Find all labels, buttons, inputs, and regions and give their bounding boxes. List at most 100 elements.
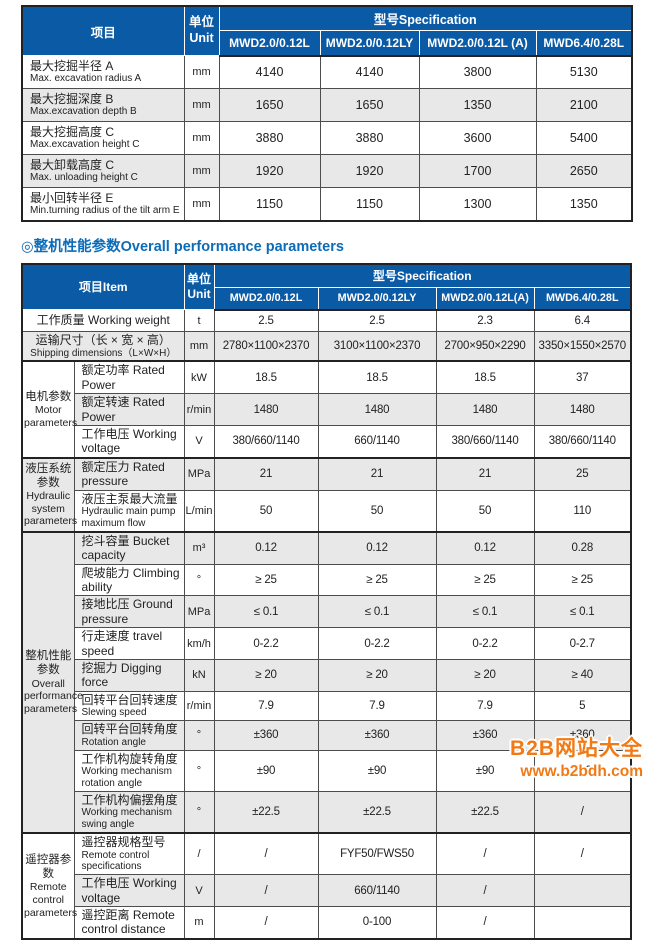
group-label-en: system	[31, 502, 65, 515]
spec-value: 0.28	[533, 530, 632, 565]
item-label-text: 工作电压 Working voltage	[81, 426, 177, 456]
spec-value: 5	[533, 690, 632, 722]
group-label: 液压系统 参数 Hydraulic system parameters	[21, 456, 77, 533]
spec-value: ≥ 25	[213, 563, 319, 597]
item-label-en: Max. excavation radius A	[30, 73, 142, 85]
spec-value: 2.5	[213, 309, 319, 332]
item-label-text: 工作电压 Working voltage	[81, 876, 177, 905]
item-label: 接地比压 Ground pressure	[73, 595, 185, 629]
spec-value: 0-2.7	[533, 627, 632, 660]
spec-value: 50	[317, 489, 437, 533]
table-row: 回转平台回转角度 Rotation angle ° ±360 ±360 ±360 ±360	[22, 720, 632, 751]
spec-value: ≤ 0.1	[317, 595, 437, 629]
group-label-en: Motor	[34, 404, 62, 417]
spec-value: 6.4	[533, 309, 632, 332]
unit-value: MPa	[183, 456, 215, 491]
spec-value: ±90	[317, 749, 437, 792]
table-row: 回转平台回转速度 Slewing speed r/min 7.9 7.9 7.9 5	[22, 690, 632, 722]
t2-header-model-3: MWD2.0/0.12L(A)	[435, 287, 535, 311]
item-label: 最大挖掘深度 B Max.excavation depth B	[21, 88, 185, 122]
spec-value: ≤ 0.1	[533, 595, 632, 629]
item-label-cn: 最大卸载高度 C	[30, 157, 115, 172]
spec-value: /	[533, 831, 632, 876]
item-label: 液压主泵最大流量 Hydraulic main pump maximum flow	[73, 489, 185, 533]
table-row: 接地比压 Ground pressure MPa ≤ 0.1 ≤ 0.1 ≤ 0.1 ≤ …	[22, 595, 632, 629]
item-label: 最大挖掘高度 C Max.excavation height C	[21, 121, 185, 155]
table-row: 整机性能 参数 Overall performance parameters 挖斗容量 B…	[21, 530, 632, 834]
watermark: B2B网站大全 www.b2bdh.com	[510, 736, 643, 782]
spec-value: 5400	[535, 121, 633, 155]
unit-value: km/h	[183, 627, 215, 660]
spec-value: 1480	[533, 393, 632, 426]
spec-value: ≥ 20	[317, 658, 437, 692]
item-label-en: Shipping dimensions（L×W×H）	[30, 347, 177, 359]
t1-header-unit: 单位 Unit	[183, 5, 220, 56]
item-label-cn: 遥控器规格型号	[81, 834, 166, 849]
table-row: 遥控距离 Remote control distance m/0-100/	[22, 905, 632, 940]
unit-value: m³	[183, 530, 215, 565]
group-label-cn: 参数	[36, 664, 60, 677]
item-label-cn: 液压主泵最大流量	[81, 491, 178, 506]
spec-value: 380/660/1140	[533, 424, 632, 459]
item-label: 工作质量 Working weight	[21, 309, 185, 332]
spec-value: 4140	[319, 55, 420, 89]
unit-value: °	[183, 790, 215, 834]
item-label-cn: 回转平台回转角度	[81, 722, 178, 737]
spec-value: 1150	[218, 187, 321, 221]
unit-value: kW	[183, 360, 215, 395]
item-label-cn: 工作机构旋转角度	[81, 751, 178, 766]
spec-value: FYF50/FWS50	[317, 831, 437, 876]
item-label: 工作机构偏摆角度 Working mechanism swing angle	[73, 790, 185, 834]
spec-value: 18.5	[435, 360, 535, 395]
table-row: 遥控器参数 Remote control parameters 遥控器规格型号 Remot…	[21, 831, 632, 940]
item-label-en: Max.excavation height C	[30, 139, 140, 151]
spec-value: 2.3	[435, 309, 535, 332]
item-label: 回转平台回转角度 Rotation angle	[73, 720, 185, 751]
spec-value: /	[213, 905, 319, 940]
item-label-en: Max.excavation depth B	[30, 106, 137, 118]
unit-value: mm	[183, 187, 220, 221]
item-label-en: Max. unloading height C	[30, 172, 138, 184]
item-label: 最大卸载高度 C Max. unloading height C	[21, 154, 185, 188]
spec-value: /	[533, 790, 632, 834]
table-row: 行走速度 travel speed km/h 0-2.2 0-2.2 0-2.2 0-2.…	[22, 627, 632, 660]
item-label: 最大挖掘半径 A Max. excavation radius A	[21, 55, 185, 89]
table-row: 液压系统 参数 Hydraulic system parameters 额定压力 Rate…	[21, 456, 632, 533]
table-row: 爬坡能力 Climbing ability ° ≥ 25 ≥ 25 ≥ 25 ≥ 25	[22, 563, 632, 597]
spec-value: 21	[213, 456, 319, 491]
spec-value: 0-100	[317, 905, 437, 940]
table-row: 电机参数 Motor parameters 额定功率 Rated Power kW 18.…	[21, 360, 632, 459]
unit-value: m	[183, 905, 215, 940]
spec-value: ≥ 40	[533, 658, 632, 692]
t1-header-model-1: MWD2.0/0.12L	[218, 30, 321, 57]
t2-header-model-2: MWD2.0/0.12LY	[317, 287, 437, 311]
spec-value: 2780×1100×2370	[213, 331, 319, 362]
spec-value: ≤ 0.1	[213, 595, 319, 629]
spec-value: 7.9	[317, 690, 437, 722]
spec-value: 1150	[319, 187, 420, 221]
unit-value: °	[183, 749, 215, 792]
spec-value: ≥ 20	[213, 658, 319, 692]
spec-value: 1700	[418, 154, 537, 188]
unit-value: V	[183, 874, 215, 907]
spec-value: 660/1140	[317, 424, 437, 459]
spec-value: 3880	[218, 121, 321, 155]
spec-value: 1920	[319, 154, 420, 188]
item-label-cn: 最大挖掘半径 A	[30, 58, 114, 73]
item-label-en: Hydraulic main pump maximum flow	[81, 506, 176, 529]
spec-value: 0.12	[213, 530, 319, 565]
group-label-en: parameters	[24, 416, 78, 429]
group-label-cn: 参数	[36, 476, 60, 489]
group-label-en: parameters	[24, 703, 78, 716]
item-label-text: 挖斗容量 Bucket capacity	[81, 533, 170, 563]
spec-value: 50	[213, 489, 319, 533]
group-label-cn: 液压系统	[25, 462, 72, 475]
item-label: 运输尺寸（长 × 宽 × 高） Shipping dimensions（L×W×H…	[21, 331, 185, 362]
item-label-text: 遥控距离 Remote control distance	[81, 907, 175, 937]
item-label: 遥控距离 Remote control distance	[73, 905, 185, 940]
item-label: 工作电压 Working voltage	[73, 424, 185, 459]
spec-value: 0-2.2	[317, 627, 437, 660]
spec-value: 0.12	[435, 530, 535, 565]
